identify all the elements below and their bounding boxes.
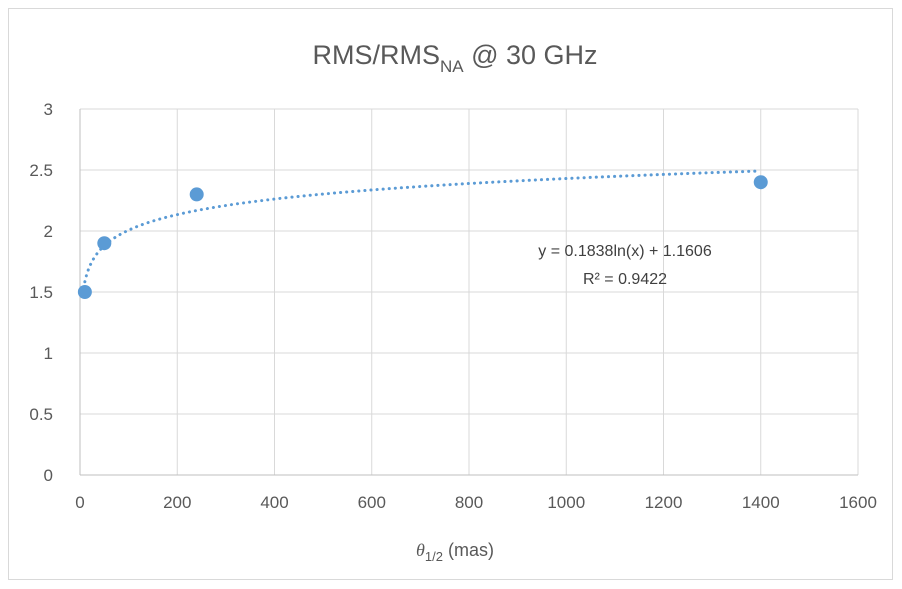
y-tick-label: 0.5 [29,405,53,424]
x-tick-label: 200 [163,493,191,512]
trendline [83,169,763,284]
trendline-path [83,169,763,284]
x-axis-title: θ1/2 (mas) [416,540,494,564]
y-tick-label: 1.5 [29,283,53,302]
x-tick-label: 0 [75,493,84,512]
x-tick-label: 1600 [839,493,877,512]
data-point [97,236,112,251]
x-tick-label: 800 [455,493,483,512]
x-tick-label: 600 [358,493,386,512]
x-tick-label: 1200 [645,493,683,512]
x-tick-label: 1400 [742,493,780,512]
x-tick-label: 1000 [547,493,585,512]
y-tick-label: 2.5 [29,161,53,180]
trendline-r2: R² = 0.9422 [583,271,667,288]
data-point [753,175,768,190]
data-point [77,285,92,299]
tick-labels: 0 0.5 1 1.5 2 2.5 3 0 200 400 600 800 1000 1200 1400 16… [29,100,877,512]
y-tick-label: 3 [44,100,53,119]
y-tick-label: 2 [44,222,53,241]
x-tick-label: 400 [260,493,288,512]
chart-title: RMS/RMSNA @ 30 GHz [312,40,597,76]
y-tick-label: 0 [44,466,53,485]
trendline-equation: y = 0.1838ln(x) + 1.1606 [538,243,712,260]
chart-frame [8,8,893,580]
data-points [77,175,768,299]
y-tick-label: 1 [44,344,53,363]
gridlines [80,108,859,475]
data-point [189,187,204,202]
